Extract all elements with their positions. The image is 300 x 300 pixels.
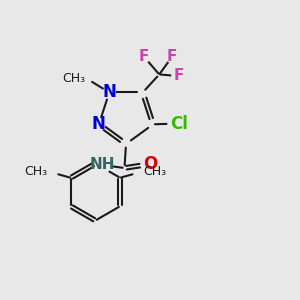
Text: CH₃: CH₃: [25, 165, 48, 178]
Text: N: N: [102, 83, 116, 101]
Text: F: F: [174, 68, 184, 83]
Circle shape: [172, 70, 183, 81]
Text: CH₃: CH₃: [143, 165, 166, 178]
Text: O: O: [143, 155, 158, 173]
Text: N: N: [92, 115, 106, 133]
Circle shape: [93, 118, 105, 130]
Text: Cl: Cl: [171, 115, 188, 133]
Circle shape: [142, 158, 155, 172]
Circle shape: [95, 158, 110, 173]
Text: NH: NH: [89, 157, 115, 172]
Circle shape: [103, 86, 115, 98]
Circle shape: [167, 52, 177, 62]
Text: F: F: [139, 49, 149, 64]
Circle shape: [171, 116, 186, 131]
Circle shape: [139, 52, 150, 62]
Text: CH₃: CH₃: [62, 71, 85, 85]
Text: F: F: [167, 49, 177, 64]
